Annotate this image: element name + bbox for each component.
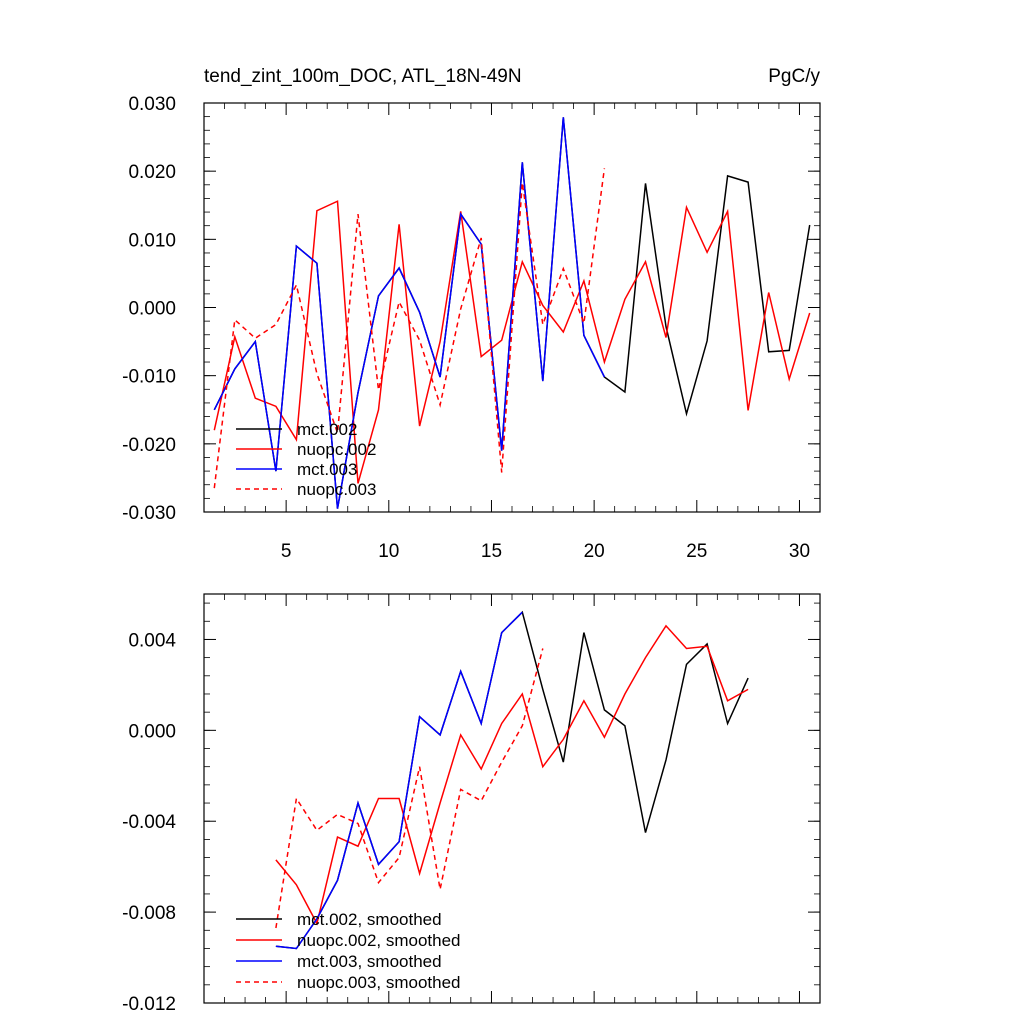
bottom-legend: mct.002, smoothed nuopc.002, smoothed mct.… bbox=[236, 910, 461, 992]
series-line-mct-003 bbox=[213, 117, 606, 509]
top-chart-units: PgC/y bbox=[768, 66, 820, 87]
legend-label: nuopc.002, smoothed bbox=[297, 931, 461, 950]
x-tick-label: 25 bbox=[686, 541, 707, 562]
y-tick-label: -0.020 bbox=[122, 435, 176, 456]
top-series-group bbox=[213, 117, 811, 509]
legend-label: mct.002, smoothed bbox=[297, 910, 442, 929]
x-tick-label: 20 bbox=[584, 541, 605, 562]
y-tick-label: 0.010 bbox=[128, 230, 176, 251]
legend-label: mct.003, smoothed bbox=[297, 952, 442, 971]
top-axis-ticks: -0.030 -0.020 -0.010 0.000 0.010 0.020 0.030 5 1… bbox=[122, 94, 821, 562]
y-tick-label: -0.012 bbox=[122, 994, 176, 1015]
y-tick-label: 0.020 bbox=[128, 162, 176, 183]
x-tick-label: 5 bbox=[281, 541, 292, 562]
y-tick-label: 0.000 bbox=[128, 299, 176, 320]
x-tick-label: 15 bbox=[481, 541, 502, 562]
top-chart-title: tend_zint_100m_DOC, ATL_18N-49N bbox=[204, 66, 522, 87]
bottom-axis-ticks: -0.012 -0.008 -0.004 0.000 0.004 bbox=[122, 594, 821, 1015]
series-line-nuopc-002-smoothed bbox=[275, 624, 749, 926]
legend-label: mct.002 bbox=[297, 420, 357, 439]
top-panel: tend_zint_100m_DOC, ATL_18N-49N PgC/y -0… bbox=[122, 66, 821, 562]
y-tick-label: 0.000 bbox=[128, 721, 176, 742]
legend-label: nuopc.003, smoothed bbox=[297, 973, 461, 992]
y-tick-label: 0.030 bbox=[128, 94, 176, 115]
series-line-mct-002-smoothed bbox=[275, 610, 749, 950]
y-tick-label: 0.004 bbox=[128, 630, 176, 651]
series-line-mct-003-smoothed bbox=[275, 611, 523, 950]
y-tick-label: -0.008 bbox=[122, 903, 176, 924]
x-tick-label: 30 bbox=[789, 541, 810, 562]
bottom-panel: -0.012 -0.008 -0.004 0.000 0.004 mct.002, sm… bbox=[122, 593, 821, 1015]
legend-label: nuopc.002 bbox=[297, 440, 376, 459]
legend-label: nuopc.003 bbox=[297, 480, 376, 499]
series-line-nuopc-003 bbox=[213, 168, 606, 489]
x-tick-label: 10 bbox=[378, 541, 399, 562]
y-tick-label: -0.004 bbox=[122, 812, 176, 833]
legend-label: mct.003 bbox=[297, 460, 357, 479]
y-tick-label: -0.010 bbox=[122, 367, 176, 388]
series-line-nuopc-003-smoothed bbox=[275, 648, 544, 929]
y-tick-label: -0.030 bbox=[122, 503, 176, 524]
bottom-series-group bbox=[275, 610, 749, 950]
